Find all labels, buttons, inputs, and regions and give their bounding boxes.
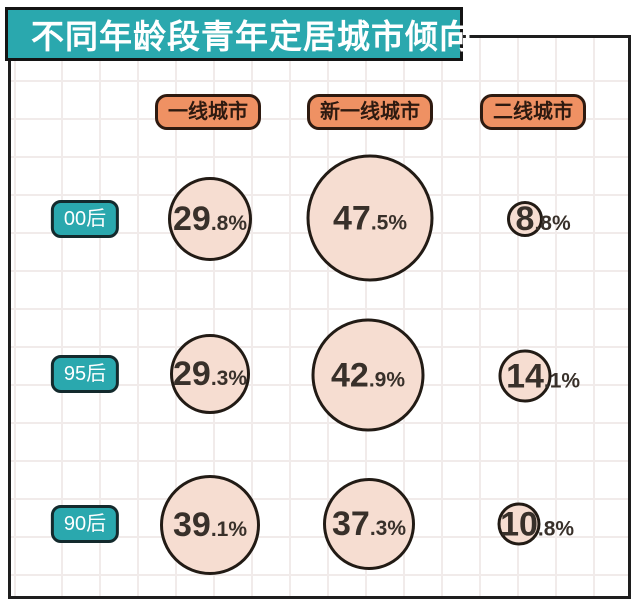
chart-card [8, 35, 631, 599]
bubble-circle [160, 475, 260, 575]
bubble-value-integer: 10 [500, 505, 538, 543]
bubble-circle [498, 349, 552, 403]
row-label-post-95: 95后 [50, 355, 120, 393]
bubble-post90-second-tier: 10.8% [497, 502, 574, 546]
bubble-value-integer: 29 [172, 355, 211, 393]
bubble-value: 42.9% [331, 358, 405, 392]
column-header-first-tier: 一线城市 [155, 94, 261, 130]
bubble-value: 14.1% [506, 357, 580, 395]
bubble-post95-second-tier: 14.1% [498, 349, 580, 403]
bubble-value-integer: 39 [172, 506, 211, 544]
bubble-circle [507, 201, 543, 237]
bubble-post95-new-first-tier: 42.9% [311, 318, 425, 432]
bubble-value-decimal: .8% [534, 212, 571, 235]
bubble-circle [170, 334, 250, 414]
bubble-value-integer: 42 [330, 356, 369, 394]
bubble-post90-new-first-tier: 37.3% [323, 478, 415, 570]
row-label-post-00: 00后 [50, 200, 120, 238]
bubble-value-integer: 29 [172, 200, 211, 238]
bubble-value: 29.3% [173, 357, 247, 391]
bubble-value-decimal: .5% [370, 211, 408, 234]
chart-title: 不同年龄段青年定居城市倾向 [5, 7, 472, 61]
bubble-value-integer: 37 [331, 505, 370, 543]
bubble-circle [311, 318, 425, 432]
bubble-value-decimal: .1% [543, 369, 581, 392]
bubble-value: 37.3% [332, 507, 406, 541]
bubble-post90-first-tier: 39.1% [160, 475, 260, 575]
bubble-value: 39.1% [173, 508, 247, 542]
bubble-circle [497, 502, 541, 546]
bubble-post00-new-first-tier: 47.5% [306, 154, 434, 282]
bubble-value-decimal: .3% [210, 367, 248, 390]
column-header-new-first-tier: 新一线城市 [307, 94, 433, 130]
bubble-value: 8.8% [515, 200, 571, 238]
bubble-value-integer: 8 [515, 200, 535, 238]
bubble-post95-first-tier: 29.3% [170, 334, 250, 414]
bubble-value: 29.8% [173, 202, 247, 236]
bubble-value-decimal: .3% [369, 517, 407, 540]
row-label-post-90: 90后 [50, 505, 120, 543]
bubble-value-integer: 47 [332, 199, 371, 237]
bubble-circle [168, 177, 252, 261]
bubble-value: 10.8% [500, 505, 574, 543]
column-header-second-tier: 二线城市 [480, 94, 586, 130]
bubble-value-decimal: .9% [368, 368, 406, 391]
bubble-value-decimal: .1% [210, 518, 248, 541]
bubble-circle [323, 478, 415, 570]
bubble-value-integer: 14 [506, 357, 544, 395]
bubble-post00-second-tier: 8.8% [507, 200, 571, 238]
bubble-value-decimal: .8% [210, 212, 248, 235]
bubble-circle [306, 154, 434, 282]
bubble-post00-first-tier: 29.8% [168, 177, 252, 261]
bubble-value: 47.5% [333, 201, 407, 235]
bubble-value-decimal: .8% [537, 517, 575, 540]
